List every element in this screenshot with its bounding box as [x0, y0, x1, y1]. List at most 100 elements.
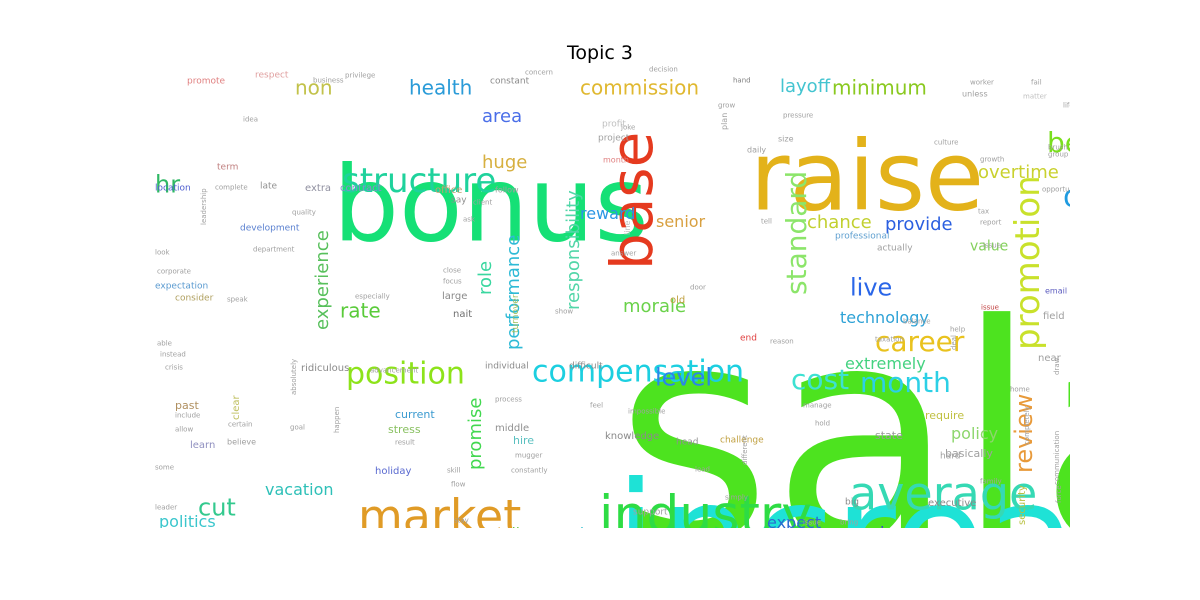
cloud-word-allow: allow — [175, 426, 193, 434]
cloud-word-actually: actually — [877, 243, 913, 253]
cloud-word-feel: feel — [590, 402, 603, 410]
cloud-word-structure: structure — [342, 161, 496, 201]
cloud-word-insurance: insurance — [880, 523, 958, 528]
cloud-word-pressure: pressure — [783, 112, 813, 120]
cloud-word-difficult: difficult — [569, 361, 603, 371]
cloud-word-stress: stress — [388, 423, 421, 436]
cloud-word-manage: manage — [803, 402, 832, 410]
cloud-word-happen: happen — [333, 407, 341, 433]
cloud-word-technology: technology — [840, 308, 929, 327]
cloud-word-profit: profit — [602, 119, 626, 129]
cloud-word-experience: experience — [312, 230, 333, 330]
cloud-word-speak: speak — [227, 296, 249, 304]
cloud-word-expectation: expectation — [155, 281, 208, 291]
cloud-word-look: look — [155, 249, 171, 257]
cloud-word-issue: issue — [803, 519, 821, 527]
cloud-word-reason: reason — [770, 338, 794, 346]
cloud-word-better: better — [1047, 126, 1070, 159]
cloud-word-executive: executive — [928, 498, 976, 509]
cloud-word-average: average — [849, 467, 1037, 521]
cloud-word-idea: idea — [243, 116, 258, 124]
cloud-word-issue: issue — [981, 304, 999, 312]
cloud-word-require: require — [925, 409, 964, 422]
cloud-word-lead: lead — [695, 466, 710, 474]
cloud-word-hr: hr — [155, 171, 180, 199]
cloud-word-non: non — [295, 75, 333, 99]
cloud-word-large: large — [442, 291, 467, 302]
cloud-word-goal: goal — [290, 424, 305, 432]
cloud-word-month: month — [603, 156, 629, 165]
cloud-word-receive: receive — [545, 524, 603, 528]
cloud-word-promotion: promotion — [1008, 175, 1048, 350]
cloud-word-constantly: constantly — [511, 467, 548, 475]
cloud-word-consider: consider — [175, 293, 214, 303]
chart-title: Topic 3 — [567, 42, 633, 64]
cloud-word-late: late — [260, 181, 278, 191]
cloud-word-layoff: layoff — [780, 76, 831, 97]
cloud-word-minimum: minimum — [832, 75, 927, 99]
cloud-word-fail: fail — [1031, 79, 1042, 87]
cloud-word-compensation: compensation — [532, 355, 744, 390]
cloud-word-area: area — [482, 106, 522, 127]
cloud-word-provide: provide — [885, 214, 953, 235]
cloud-word-quality: quality — [292, 209, 316, 217]
cloud-word-believe: believe — [227, 438, 256, 447]
cloud-word-basically: basically — [945, 447, 993, 460]
cloud-word-industry: industry — [599, 486, 812, 528]
cloud-word-performance: performance — [503, 235, 524, 350]
cloud-word-salary: salary — [615, 261, 1070, 528]
cloud-word-hand: hand — [733, 77, 751, 85]
cloud-word-skill: skill — [447, 467, 461, 475]
cloud-word-hold: hold — [815, 420, 830, 428]
cloud-word-show: show — [555, 308, 573, 316]
cloud-word-size: size — [778, 135, 794, 144]
cloud-word-tax: tax — [978, 208, 989, 216]
cloud-word-home: home — [1010, 386, 1030, 394]
cloud-word-past: past — [175, 399, 199, 412]
cloud-word-include: include — [175, 412, 200, 420]
cloud-word-instead: instead — [160, 351, 186, 359]
cloud-word-process: process — [495, 396, 522, 404]
cloud-word-tell: tell — [761, 218, 772, 226]
cloud-word-standard: standard — [780, 171, 813, 295]
cloud-word-group: group — [1048, 151, 1069, 159]
cloud-word-contract: contract — [340, 183, 382, 194]
cloud-word-career: career — [875, 325, 965, 358]
cloud-word-professional: professional — [835, 231, 890, 241]
cloud-word-health: health — [409, 75, 472, 99]
cloud-word-result: result — [395, 439, 415, 447]
cloud-word-corporate: corporate — [157, 268, 191, 276]
cloud-word-end: end — [740, 333, 757, 343]
cloud-word-increase: increase — [615, 451, 1070, 528]
cloud-word-hire: hire — [513, 434, 534, 447]
cloud-word-hard: hard — [940, 451, 960, 461]
cloud-word-concern: concern — [525, 69, 553, 77]
cloud-word-brush: brush — [1048, 144, 1068, 152]
cloud-word-reward: reward — [580, 204, 635, 223]
cloud-word-project: project — [598, 133, 630, 143]
cloud-word-unless: unless — [962, 90, 988, 99]
cloud-word-mugger: mugger — [515, 452, 542, 460]
cloud-word-ask: ask — [463, 216, 476, 224]
cloud-word-simply: simply — [725, 494, 748, 502]
cloud-word-balance: balance — [903, 318, 931, 326]
cloud-word-business: business — [313, 77, 344, 85]
cloud-word-promise: promise — [465, 398, 486, 470]
cloud-word-absolutely: absolutely — [290, 359, 298, 395]
cloud-word-email: email — [1045, 287, 1067, 296]
cloud-word-completely: completely — [1023, 406, 1031, 445]
cloud-word-policy: policy — [951, 424, 998, 443]
cloud-word-middle: middle — [495, 423, 529, 434]
cloud-word-matter: matter — [1023, 93, 1047, 101]
cloud-word-level: level — [655, 364, 712, 392]
cloud-word-state: state — [875, 429, 903, 442]
cloud-word-value: value — [970, 238, 1008, 254]
cloud-word-support: support — [633, 507, 668, 517]
cloud-word-commission: commission — [580, 75, 699, 99]
cloud-word-extremely: extremely — [845, 354, 926, 373]
cloud-word-communication: communication — [1053, 431, 1061, 485]
cloud-word-ridiculous: ridiculous — [301, 363, 349, 374]
cloud-word-stay: stay — [454, 517, 469, 525]
cloud-word-privilege: privilege — [345, 72, 375, 80]
cloud-word-door: door — [690, 284, 706, 292]
